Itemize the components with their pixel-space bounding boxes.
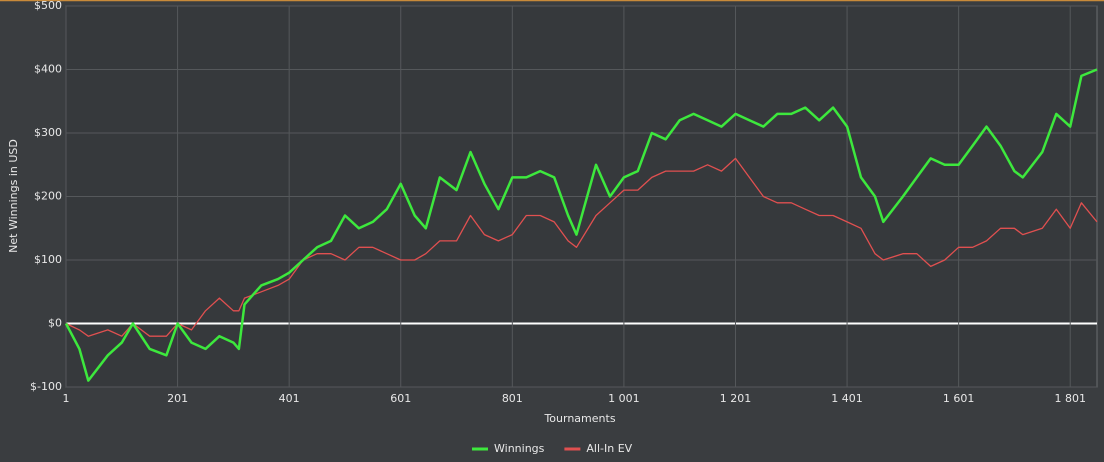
x-axis-label: Tournaments — [543, 412, 615, 425]
grid: $-100 $0 $100 $200 $300 $400 $500 1 201 401 601 801… — [30, 0, 1097, 405]
x-tick-label: 1 — [63, 392, 70, 405]
x-tick-label: 1 401 — [831, 392, 863, 405]
y-tick-label: $300 — [34, 126, 62, 139]
legend-label: Winnings — [494, 442, 545, 455]
series-line — [65, 157, 1098, 337]
x-tick-label: 1 801 — [1054, 392, 1086, 405]
x-tick-label: 601 — [390, 392, 411, 405]
legend-label: All-In EV — [586, 442, 632, 455]
x-tick-label: 401 — [279, 392, 300, 405]
x-tick-label: 801 — [502, 392, 523, 405]
y-tick-label: $100 — [34, 253, 62, 266]
y-tick-label: $0 — [48, 317, 62, 330]
x-tick-label: 1 201 — [720, 392, 752, 405]
x-tick-label: 1 601 — [943, 392, 975, 405]
y-tick-label: $-100 — [30, 380, 62, 393]
y-tick-label: $500 — [34, 0, 62, 12]
series — [64, 68, 1098, 382]
y-tick-label: $400 — [34, 63, 62, 76]
x-tick-label: 201 — [167, 392, 188, 405]
y-tick-label: $200 — [34, 190, 62, 203]
legend: Winnings All-In EV — [472, 442, 633, 455]
series-line — [64, 68, 1098, 382]
x-tick-label: 1 001 — [608, 392, 640, 405]
y-axis-label: Net Winnings in USD — [7, 139, 20, 253]
